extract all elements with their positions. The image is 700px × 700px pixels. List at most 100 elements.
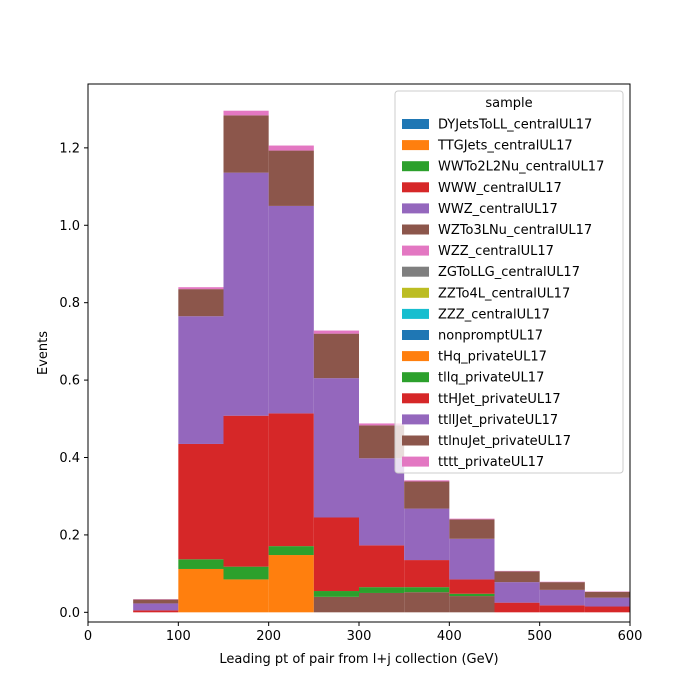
x-tick-label: 400 bbox=[437, 629, 462, 644]
bar-ttlnuJet_privateUL17-bin-7 bbox=[449, 519, 495, 539]
bar-tllq_privateUL17-bin-5 bbox=[359, 587, 405, 593]
bar-tttt_privateUL17-bin-4 bbox=[313, 330, 359, 334]
bar-ttHJet_privateUL17-bin-9 bbox=[539, 605, 585, 613]
legend-swatch bbox=[402, 456, 429, 467]
legend-swatch bbox=[402, 351, 429, 362]
bar-ttHJet_privateUL17-bin-1 bbox=[178, 443, 224, 560]
bar-tttt_privateUL17-bin-7 bbox=[449, 518, 495, 520]
bar-tllq_privateUL17-bin-7 bbox=[449, 593, 495, 597]
legend-entry: tttt_privateUL17 bbox=[438, 455, 544, 470]
bar-WZTo3LNu_centralUL17-bin-5 bbox=[359, 592, 405, 613]
bar-TTGJets_centralUL17-bin-2 bbox=[223, 579, 269, 613]
legend-entry: WZZ_centralUL17 bbox=[438, 244, 554, 259]
bar-ttlnuJet_privateUL17-bin-0 bbox=[133, 599, 179, 604]
bar-tttt_privateUL17-bin-3 bbox=[268, 145, 314, 151]
bar-TTGJets_centralUL17-bin-3 bbox=[268, 555, 314, 613]
legend-swatch bbox=[402, 393, 429, 404]
bar-tttt_privateUL17-bin-2 bbox=[223, 110, 269, 116]
legend-swatch bbox=[402, 435, 429, 446]
bar-ttHJet_privateUL17-bin-5 bbox=[359, 545, 405, 588]
bar-ttlnuJet_privateUL17-bin-1 bbox=[178, 289, 224, 317]
legend-entry: ZZTo4L_centralUL17 bbox=[438, 286, 570, 301]
x-axis-label: Leading pt of pair from l+j collection (… bbox=[219, 652, 498, 667]
bar-tttt_privateUL17-bin-1 bbox=[178, 287, 224, 290]
legend-swatch bbox=[402, 414, 429, 425]
x-tick-label: 200 bbox=[256, 629, 281, 644]
bar-WWTo2L2Nu_centralUL17-bin-2 bbox=[223, 566, 269, 580]
legend-box bbox=[394, 90, 624, 474]
bar-WZTo3LNu_centralUL17-bin-6 bbox=[404, 592, 450, 613]
legend-entry: WZTo3LNu_centralUL17 bbox=[438, 223, 592, 238]
y-tick-label: 1.0 bbox=[59, 219, 80, 234]
bar-ttlnuJet_privateUL17-bin-8 bbox=[494, 571, 540, 583]
legend-entry: TTGJets_centralUL17 bbox=[437, 139, 573, 154]
bar-WZTo3LNu_centralUL17-bin-7 bbox=[449, 596, 495, 613]
legend-entry: nonpromptUL17 bbox=[438, 329, 543, 344]
legend-swatch bbox=[402, 287, 429, 298]
bar-ttHJet_privateUL17-bin-6 bbox=[404, 560, 450, 588]
legend: sample DYJetsToLL_centralUL17 TTGJets_cen… bbox=[394, 90, 624, 474]
legend-swatch bbox=[402, 182, 429, 193]
bar-tllq_privateUL17-bin-4 bbox=[313, 591, 359, 597]
bar-WZTo3LNu_centralUL17-bin-4 bbox=[313, 596, 359, 613]
bar-ttllJet_privateUL17-bin-10 bbox=[584, 597, 630, 607]
bar-ttHJet_privateUL17-bin-7 bbox=[449, 579, 495, 594]
y-tick-label: 0.8 bbox=[59, 296, 80, 311]
legend-swatch bbox=[402, 372, 429, 383]
legend-entry: ZGToLLG_centralUL17 bbox=[438, 265, 580, 280]
legend-entry: ttHJet_privateUL17 bbox=[438, 392, 561, 407]
y-axis-ticks: 0.0 0.2 0.4 0.6 0.8 1.0 1.2 bbox=[59, 141, 88, 621]
bar-ttllJet_privateUL17-bin-9 bbox=[539, 589, 585, 606]
bar-ttllJet_privateUL17-bin-4 bbox=[313, 378, 359, 518]
legend-entry: WWZ_centralUL17 bbox=[438, 202, 558, 217]
bar-ttlnuJet_privateUL17-bin-9 bbox=[539, 582, 585, 590]
bar-TTGJets_centralUL17-bin-1 bbox=[178, 568, 224, 613]
bar-ttHJet_privateUL17-bin-0 bbox=[133, 610, 179, 613]
x-tick-label: 600 bbox=[618, 629, 643, 644]
x-tick-label: 300 bbox=[347, 629, 372, 644]
x-tick-label: 0 bbox=[84, 629, 92, 644]
legend-swatch bbox=[402, 245, 429, 256]
legend-title: sample bbox=[485, 96, 532, 111]
x-tick-label: 500 bbox=[527, 629, 552, 644]
legend-swatch bbox=[402, 308, 429, 319]
x-tick-label: 100 bbox=[166, 629, 191, 644]
bar-ttHJet_privateUL17-bin-2 bbox=[223, 415, 269, 567]
bar-ttlnuJet_privateUL17-bin-10 bbox=[584, 591, 630, 598]
bar-ttlnuJet_privateUL17-bin-4 bbox=[313, 333, 359, 379]
bar-tttt_privateUL17-bin-5 bbox=[359, 423, 405, 426]
y-tick-label: 0.4 bbox=[59, 451, 80, 466]
bar-ttllJet_privateUL17-bin-6 bbox=[404, 508, 450, 561]
legend-entry: tHq_privateUL17 bbox=[438, 350, 547, 365]
y-tick-label: 0.2 bbox=[59, 528, 80, 543]
y-tick-label: 1.2 bbox=[59, 141, 80, 156]
legend-swatch bbox=[402, 140, 429, 151]
y-tick-label: 0.0 bbox=[59, 606, 80, 621]
legend-entry: WWW_centralUL17 bbox=[438, 181, 562, 196]
legend-swatch bbox=[402, 203, 429, 214]
legend-swatch bbox=[402, 266, 429, 277]
bar-ttllJet_privateUL17-bin-3 bbox=[268, 205, 314, 414]
bar-ttllJet_privateUL17-bin-2 bbox=[223, 172, 269, 416]
legend-entry: ttllJet_privateUL17 bbox=[438, 413, 558, 428]
legend-entry: DYJetsToLL_centralUL17 bbox=[438, 118, 592, 133]
bar-WWTo2L2Nu_centralUL17-bin-3 bbox=[268, 546, 314, 556]
bar-ttlnuJet_privateUL17-bin-3 bbox=[268, 150, 314, 206]
legend-entry: WWTo2L2Nu_centralUL17 bbox=[438, 160, 604, 175]
bar-ttllJet_privateUL17-bin-7 bbox=[449, 538, 495, 580]
bar-tllq_privateUL17-bin-6 bbox=[404, 587, 450, 593]
bar-ttHJet_privateUL17-bin-3 bbox=[268, 413, 314, 547]
legend-swatch bbox=[402, 119, 429, 129]
stacked-bars bbox=[133, 110, 630, 613]
bar-ttHJet_privateUL17-bin-10 bbox=[584, 606, 630, 613]
legend-items: DYJetsToLL_centralUL17 TTGJets_centralUL1… bbox=[402, 118, 604, 470]
legend-swatch bbox=[402, 330, 429, 340]
legend-entry: tllq_privateUL17 bbox=[438, 371, 544, 386]
bar-ttlnuJet_privateUL17-bin-2 bbox=[223, 115, 269, 173]
legend-swatch bbox=[402, 161, 429, 172]
x-axis-ticks: 0 100 200 300 400 500 600 bbox=[84, 622, 643, 644]
bar-ttllJet_privateUL17-bin-0 bbox=[133, 603, 179, 611]
bar-ttllJet_privateUL17-bin-8 bbox=[494, 582, 540, 603]
y-axis-label: Events bbox=[36, 331, 51, 375]
